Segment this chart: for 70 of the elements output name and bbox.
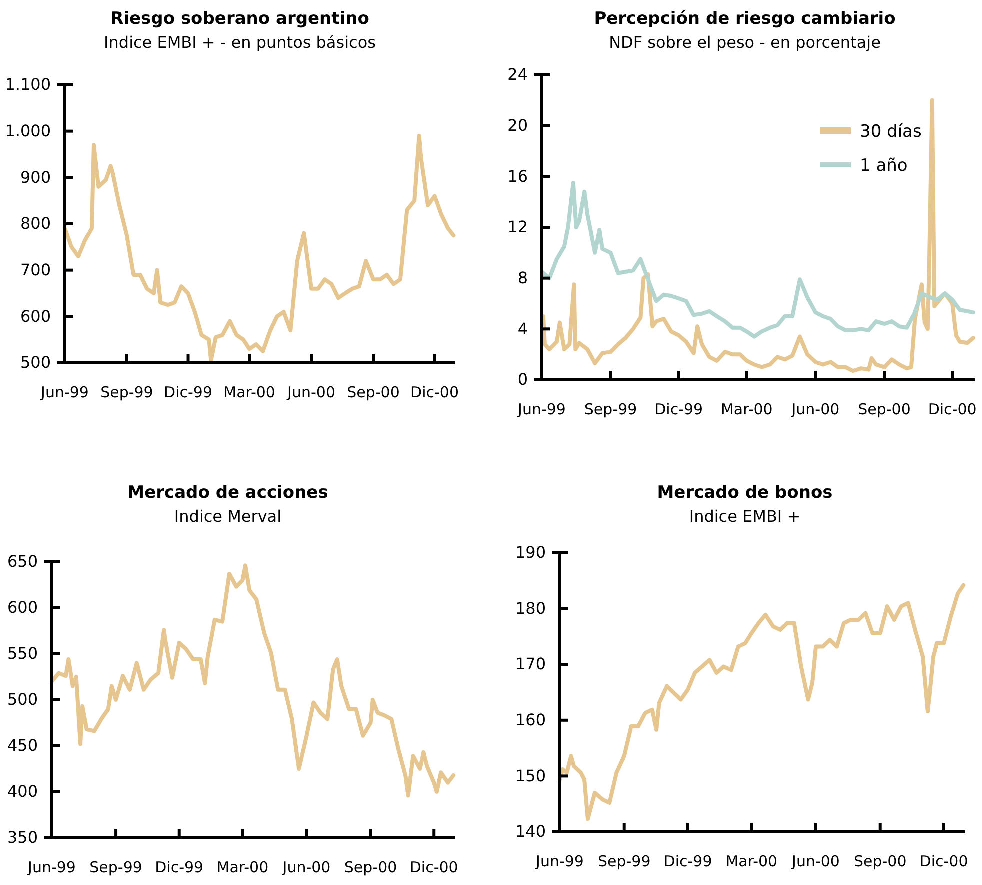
x-tick-label: Jun-00	[790, 400, 840, 419]
y-tick-label: 0	[518, 370, 528, 390]
x-tick-label: Dic-00	[920, 852, 968, 871]
y-tick-label: 500	[7, 690, 38, 710]
x-tick-label: Sep-99	[598, 852, 651, 871]
line-series	[50, 564, 456, 798]
line-series	[63, 134, 456, 363]
y-tick-label: 350	[7, 828, 38, 848]
y-tick-label: 1.000	[5, 121, 51, 140]
chart-title: Mercado de acciones	[128, 483, 328, 503]
legend-label: 1 año	[860, 156, 908, 176]
x-tick-label: Jun-00	[282, 858, 331, 877]
x-tick-label: Jun-00	[286, 384, 336, 402]
x-tick-label: Dic-00	[410, 858, 458, 877]
y-tick-label: 800	[20, 214, 51, 234]
y-tick-label: 150	[515, 766, 546, 786]
x-tick-label: Dic-99	[164, 384, 212, 402]
y-tick-label: 550	[7, 644, 38, 664]
x-tick-label: Dic-99	[654, 400, 704, 419]
x-tick-label: Sep-00	[858, 400, 911, 419]
line-series	[540, 181, 976, 339]
legend-label: 30 días	[860, 122, 922, 142]
x-tick-label: Sep-00	[347, 384, 400, 402]
y-tick-label: 4	[518, 319, 528, 338]
chart-subtitle: NDF sobre el peso - en porcentaje	[609, 33, 881, 52]
y-tick-label: 12	[508, 218, 528, 237]
chart-title: Mercado de bonos	[657, 483, 833, 503]
chart-title: Riesgo soberano argentino	[110, 9, 370, 29]
x-tick-label: Sep-00	[344, 858, 398, 877]
x-tick-label: Jun-99	[535, 852, 584, 871]
y-tick-label: 900	[20, 168, 51, 187]
y-tick-label: 450	[7, 736, 38, 756]
x-tick-label: Sep-99	[90, 858, 142, 877]
x-tick-label: Dic-00	[410, 384, 460, 402]
y-tick-label: 170	[515, 654, 546, 674]
chart-subtitle: Indice Merval	[174, 507, 282, 526]
y-tick-label: 400	[7, 782, 38, 802]
y-tick-label: 140	[515, 822, 546, 842]
y-tick-label: 24	[508, 65, 528, 84]
y-tick-label: 180	[515, 598, 546, 618]
x-tick-label: Jun-99	[40, 384, 89, 402]
chart-subtitle: Indice EMBI + - en puntos básicos	[104, 33, 376, 52]
y-tick-label: 8	[518, 268, 528, 288]
y-tick-label: 20	[508, 116, 528, 135]
x-tick-label: Mar-00	[726, 852, 778, 871]
y-tick-label: 16	[508, 166, 528, 186]
x-tick-label: Sep-99	[584, 400, 638, 419]
x-tick-label: Dic-99	[664, 852, 712, 871]
y-tick-label: 1.100	[5, 75, 51, 94]
chart-title: Percepción de riesgo cambiario	[594, 9, 896, 29]
line-series	[558, 583, 966, 822]
x-tick-label: Mar-00	[216, 858, 269, 877]
x-tick-label: Sep-00	[854, 852, 907, 871]
x-tick-label: Mar-00	[224, 384, 276, 402]
y-tick-label: 650	[7, 552, 38, 572]
line-series	[540, 98, 976, 374]
y-tick-label: 190	[515, 543, 546, 562]
y-tick-label: 600	[7, 598, 38, 618]
y-tick-label: 160	[515, 710, 546, 730]
y-tick-label: 700	[20, 260, 51, 280]
x-tick-label: Dic-00	[928, 400, 977, 419]
x-tick-label: Sep-99	[100, 384, 154, 402]
y-tick-label: 600	[20, 306, 51, 326]
x-tick-label: Jun-00	[791, 852, 840, 871]
x-tick-label: Mar-00	[720, 400, 773, 419]
x-tick-label: Jun-99	[27, 858, 76, 877]
x-tick-label: Dic-99	[155, 858, 204, 877]
y-tick-label: 500	[20, 353, 51, 372]
x-tick-label: Jun-99	[517, 400, 566, 419]
chart-subtitle: Indice EMBI +	[689, 507, 801, 526]
